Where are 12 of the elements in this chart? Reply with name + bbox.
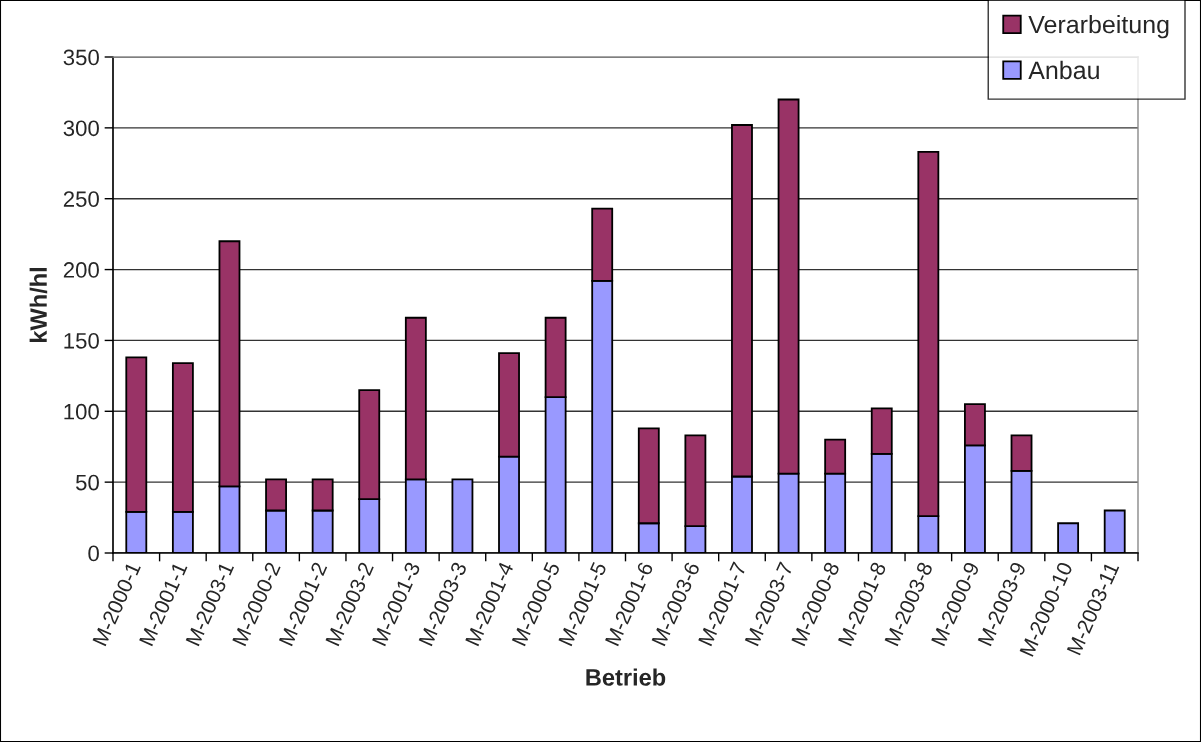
y-tick-label: 300: [63, 120, 99, 137]
y-tick-label: 200: [63, 262, 99, 278]
y-tick-label: 50: [75, 474, 99, 491]
y-axis-title: kWh/hl: [29, 267, 48, 343]
y-tick-label: 150: [64, 332, 99, 349]
x-axis-title: Betrieb: [586, 668, 666, 686]
legend-label: Verarbeitung: [1028, 15, 1169, 39]
y-tick-label: 0: [88, 545, 99, 562]
y-tick-label: 100: [64, 403, 99, 420]
legend-label: Anbau: [1028, 60, 1099, 80]
y-tick-label: 250: [63, 191, 99, 207]
y-tick-label: 350: [63, 49, 99, 66]
